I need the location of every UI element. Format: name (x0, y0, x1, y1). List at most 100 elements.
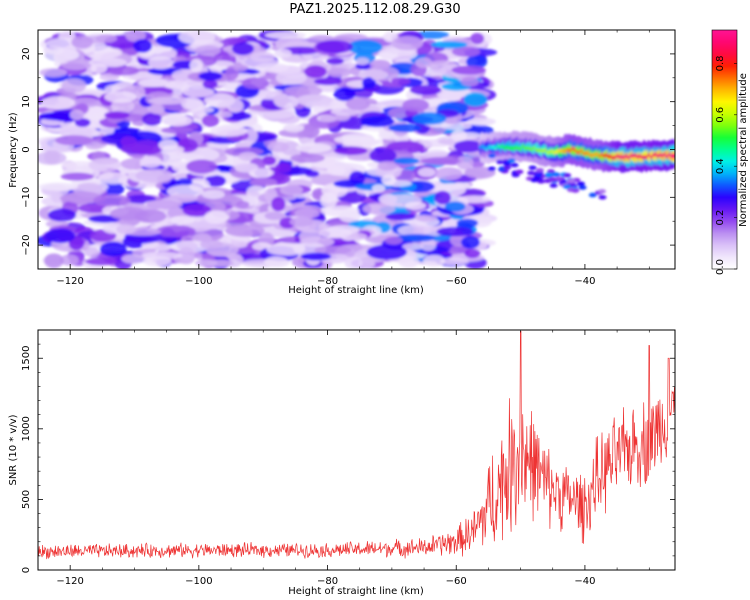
spectrogram-cell (104, 90, 137, 103)
colorbar-tick-label: 0.8 (715, 55, 726, 71)
spectrogram-cell (224, 224, 265, 237)
spectrogram-cell (391, 36, 424, 51)
spectrogram-cell (198, 71, 223, 81)
spectrogram-cell (466, 117, 496, 126)
y-tick-label: 20 (21, 48, 32, 61)
spectrogram-cell (84, 247, 100, 258)
spectrogram-ridge-cell (670, 153, 675, 159)
spectrogram-cell (470, 32, 485, 45)
spectrogram-cell (347, 39, 383, 55)
spectrogram-cell (183, 153, 205, 161)
spectrogram-cell (241, 77, 270, 90)
spectrogram-cell (294, 207, 320, 219)
colorbar-tick-label: 0.2 (715, 210, 726, 226)
spectrogram-cell (149, 103, 165, 115)
spectrogram-cell (366, 244, 408, 260)
x-tick-label: −100 (185, 576, 212, 587)
spectrogram-cell (532, 175, 541, 181)
spectrogram-cell (355, 57, 370, 66)
spectrogram-y-axis-label: Frequency (Hz) (8, 112, 19, 188)
y-tick-label: 0 (21, 146, 32, 152)
spectrogram-cell (397, 224, 432, 237)
spectrogram-cell (576, 181, 585, 187)
spectrogram-cell (104, 111, 130, 120)
colorbar-ticks: 0.0 0.2 0.4 0.6 0.8 (715, 55, 737, 275)
spectrogram-cell (378, 47, 418, 62)
spectrogram-cell (393, 157, 420, 165)
spectrogram-cell (550, 172, 559, 177)
spectrogram-cell (178, 30, 216, 45)
spectrogram-cell (464, 248, 481, 259)
spectrogram-cell (135, 168, 174, 183)
spectrogram-cell (141, 251, 183, 260)
spectrogram-cell (139, 155, 162, 168)
spectrogram-x-axis-label: Height of straight line (km) (288, 285, 424, 296)
spectrogram-cell (107, 65, 140, 76)
spectrogram-cells (38, 30, 675, 269)
spectrogram-cell (41, 96, 76, 110)
snr-plot-area (38, 330, 675, 570)
spectrogram-cell (444, 201, 466, 212)
x-tick-label: −120 (56, 276, 83, 287)
spectrogram-cell (548, 177, 557, 182)
colorbar: 0.0 0.2 0.4 0.6 0.8 Normalized spectral ampl… (711, 29, 749, 275)
spectrogram-cell (450, 129, 468, 142)
spectrogram-cell (97, 172, 129, 185)
spectrogram-cell (130, 139, 164, 156)
x-tick-label: −120 (56, 576, 83, 587)
spectrogram-cell (535, 167, 544, 173)
spectrogram-cell (466, 54, 488, 69)
spectrogram-cell (99, 73, 120, 81)
spectrogram-cell (463, 92, 488, 107)
y-tick-label: 0 (21, 567, 32, 573)
y-tick-label: 10 (21, 95, 32, 108)
spectrogram-cell (60, 172, 94, 181)
y-tick-label: 1500 (21, 346, 32, 371)
spectrogram-cell (360, 115, 395, 128)
spectrogram-cell (155, 243, 171, 252)
spectrogram-y-ticks: −20 −10 0 10 20 (21, 29, 675, 270)
spectrogram-cell (264, 211, 285, 221)
spectrogram-cell (326, 225, 360, 235)
spectrogram-cell (283, 123, 305, 133)
spectrogram-cell (160, 114, 193, 127)
spectrogram-cell (69, 109, 85, 121)
spectrogram-cell (226, 98, 244, 113)
spectrogram-cell (266, 242, 306, 256)
spectrogram-cell (125, 194, 156, 204)
spectrogram-cell (503, 161, 512, 166)
spectrogram-cell (409, 84, 442, 96)
spectrogram-cell (326, 67, 352, 78)
spectrogram-cell (304, 170, 320, 178)
spectrogram-cell (371, 184, 386, 193)
spectrogram-cell (235, 200, 250, 209)
x-tick-label: −60 (446, 576, 467, 587)
spectrogram-cell (395, 234, 436, 242)
spectrogram-cell (148, 97, 187, 105)
spectrogram-cell (362, 202, 396, 215)
spectrogram-cell (204, 175, 227, 187)
spectrogram-cell (528, 165, 537, 170)
spectrogram-cell (567, 178, 576, 184)
colorbar-gradient (712, 30, 737, 269)
spectrogram-cell (71, 35, 94, 49)
spectrogram-cell (412, 112, 447, 125)
spectrogram-cell (133, 39, 153, 53)
spectrogram-cell (271, 196, 286, 212)
spectrogram-cell (320, 205, 360, 217)
spectrogram-x-ticks: −120 −100 −80 −60 −40 (37, 30, 650, 287)
snr-x-ticks: −120 −100 −80 −60 −40 (37, 330, 650, 587)
spectrogram-cell (96, 34, 118, 43)
snr-panel: −120 −100 −80 −60 −40 0 500 1000 1500 Height of… (8, 329, 676, 597)
spectrogram-cell (598, 189, 607, 194)
spectrogram-cell (216, 111, 233, 118)
spectrogram-cell (264, 31, 306, 39)
spectrogram-cell (436, 226, 474, 237)
spectrogram-cell (299, 229, 321, 244)
x-tick-label: −40 (574, 276, 595, 287)
x-tick-label: −80 (317, 576, 338, 587)
spectrogram-cell (391, 77, 411, 86)
colorbar-tick-label: 0.4 (715, 158, 726, 174)
spectrogram-cell (439, 257, 470, 266)
